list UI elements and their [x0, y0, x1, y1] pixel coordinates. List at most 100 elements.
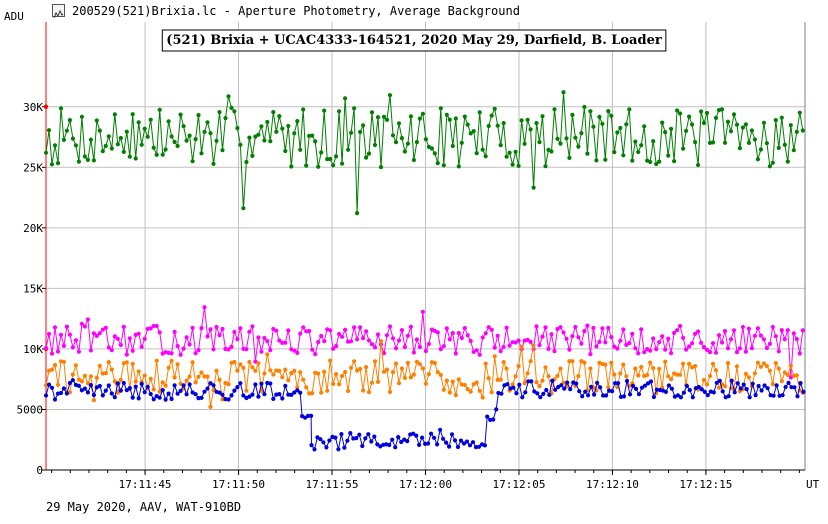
data-point [417, 442, 422, 447]
data-point [513, 340, 518, 345]
data-point [259, 349, 264, 354]
data-point [461, 441, 467, 446]
data-point [196, 113, 201, 118]
data-point [444, 378, 449, 383]
data-point [444, 112, 449, 117]
data-point [121, 324, 126, 329]
data-point [666, 383, 672, 388]
data-point [148, 391, 153, 397]
data-point [681, 361, 686, 366]
data-point [546, 374, 551, 379]
data-point [465, 122, 470, 127]
data-point [713, 350, 719, 355]
data-point [205, 374, 210, 379]
data-point [675, 393, 681, 398]
data-point [61, 359, 66, 364]
data-point [783, 384, 788, 390]
data-point [501, 360, 506, 365]
x-axis-label: UT [806, 478, 820, 491]
data-point [740, 324, 746, 330]
data-point [450, 331, 455, 336]
data-point [136, 369, 141, 374]
y-tick-label: 5000 [17, 403, 44, 416]
data-point [435, 330, 440, 335]
data-point [295, 388, 300, 393]
data-point [55, 349, 61, 354]
data-point [402, 344, 407, 350]
data-point [651, 394, 657, 400]
data-point [534, 324, 539, 329]
data-point [301, 107, 306, 112]
data-point [97, 128, 102, 133]
data-point [722, 140, 728, 145]
data-point [666, 374, 671, 379]
data-point [166, 119, 171, 124]
data-point [52, 363, 58, 368]
data-point [651, 366, 656, 371]
data-point [378, 339, 384, 344]
data-point [786, 380, 791, 385]
data-point [693, 364, 698, 369]
data-point [792, 385, 797, 390]
data-point [175, 143, 180, 149]
data-point [732, 390, 737, 395]
lightcurve-app-icon[interactable] [52, 4, 65, 19]
x-tick-label: 17:11:45 [119, 478, 172, 491]
data-point [485, 414, 490, 419]
data-point [561, 330, 566, 335]
data-point [363, 436, 368, 441]
data-point [91, 392, 96, 398]
data-point [616, 381, 621, 386]
data-point [633, 386, 639, 391]
data-point [235, 126, 240, 131]
data-point [639, 327, 644, 332]
data-point [52, 397, 58, 402]
data-point [109, 348, 114, 353]
data-point [770, 324, 775, 330]
data-point [396, 121, 402, 126]
data-point [663, 347, 668, 352]
data-point [759, 388, 764, 393]
data-point [130, 112, 135, 117]
data-point [627, 392, 633, 397]
data-point [136, 331, 141, 336]
data-point [124, 129, 129, 134]
data-point [510, 162, 515, 167]
data-point [384, 367, 390, 372]
data-point [399, 439, 404, 445]
data-point [687, 114, 692, 119]
data-point [711, 390, 716, 395]
data-point [103, 325, 108, 330]
data-point [492, 106, 497, 111]
data-point [435, 442, 440, 447]
data-point [271, 372, 276, 377]
data-point [393, 445, 398, 450]
y-tick-label: 25K [23, 161, 43, 174]
data-point [265, 339, 270, 344]
data-point [145, 134, 150, 139]
data-point [286, 123, 291, 129]
data-point [247, 329, 252, 334]
data-point [756, 383, 761, 389]
data-point [690, 395, 695, 400]
data-point [396, 381, 402, 386]
data-point [773, 360, 778, 366]
data-point [118, 135, 123, 141]
data-point [319, 390, 324, 395]
data-point [573, 324, 578, 330]
data-point [310, 347, 315, 352]
data-point [513, 374, 518, 379]
data-point [441, 163, 446, 168]
data-point [55, 382, 61, 387]
data-point [292, 368, 297, 373]
data-point [226, 397, 231, 402]
data-point [331, 346, 336, 351]
data-point [701, 345, 707, 350]
data-point [298, 370, 303, 375]
y-tick-label: 0 [36, 464, 43, 477]
data-point [438, 427, 443, 432]
data-point [387, 442, 392, 448]
data-point [669, 386, 675, 391]
data-point [576, 335, 581, 340]
data-point [779, 328, 784, 333]
